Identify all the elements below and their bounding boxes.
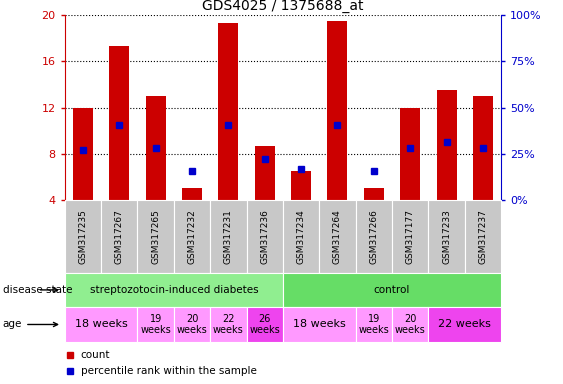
Text: 19
weeks: 19 weeks	[140, 314, 171, 335]
Text: disease state: disease state	[3, 285, 72, 295]
Text: 22
weeks: 22 weeks	[213, 314, 244, 335]
Bar	[65, 273, 283, 307]
Bar	[436, 90, 457, 200]
Text: GSM317237: GSM317237	[479, 209, 488, 263]
Bar	[328, 21, 347, 200]
Text: GSM317231: GSM317231	[224, 209, 233, 263]
Bar	[210, 200, 247, 273]
Bar	[174, 307, 210, 342]
Text: GSM317236: GSM317236	[260, 209, 269, 263]
Bar	[283, 273, 501, 307]
Bar	[254, 146, 275, 200]
Bar	[109, 46, 129, 200]
Bar	[182, 188, 202, 200]
Text: 20
weeks: 20 weeks	[395, 314, 426, 335]
Text: GSM317267: GSM317267	[115, 209, 124, 263]
Bar	[400, 108, 420, 200]
Text: 20
weeks: 20 weeks	[177, 314, 207, 335]
Text: GSM317235: GSM317235	[78, 209, 87, 263]
Bar	[247, 307, 283, 342]
Text: control: control	[374, 285, 410, 295]
Bar	[356, 200, 392, 273]
Bar	[65, 200, 101, 273]
Bar	[473, 96, 493, 200]
Bar	[392, 307, 428, 342]
Bar	[210, 307, 247, 342]
Bar	[137, 307, 174, 342]
Text: GSM317265: GSM317265	[151, 209, 160, 263]
Text: age: age	[3, 319, 57, 329]
Bar	[247, 200, 283, 273]
Text: GSM317264: GSM317264	[333, 209, 342, 263]
Bar	[283, 200, 319, 273]
Bar	[428, 200, 464, 273]
Text: GSM317177: GSM317177	[406, 209, 415, 264]
Bar	[174, 200, 210, 273]
Text: 26
weeks: 26 weeks	[249, 314, 280, 335]
Text: GSM317234: GSM317234	[297, 209, 306, 263]
Bar	[356, 307, 392, 342]
Bar	[464, 200, 501, 273]
Text: count: count	[81, 350, 110, 360]
Bar	[319, 200, 356, 273]
Bar	[218, 23, 238, 200]
Text: percentile rank within the sample: percentile rank within the sample	[81, 366, 256, 376]
Text: streptozotocin-induced diabetes: streptozotocin-induced diabetes	[90, 285, 258, 295]
Bar	[291, 171, 311, 200]
Text: GSM317232: GSM317232	[187, 209, 196, 263]
Text: 18 weeks: 18 weeks	[293, 319, 346, 329]
Bar	[146, 96, 166, 200]
Bar	[283, 307, 356, 342]
Title: GDS4025 / 1375688_at: GDS4025 / 1375688_at	[202, 0, 364, 13]
Text: 18 weeks: 18 weeks	[75, 319, 127, 329]
Text: 22 weeks: 22 weeks	[438, 319, 491, 329]
Text: GSM317266: GSM317266	[369, 209, 378, 263]
Text: 19
weeks: 19 weeks	[359, 314, 389, 335]
Bar	[73, 108, 93, 200]
Bar	[428, 307, 501, 342]
Bar	[65, 307, 137, 342]
Bar	[392, 200, 428, 273]
Bar	[101, 200, 137, 273]
Text: GSM317233: GSM317233	[442, 209, 451, 263]
Bar	[137, 200, 174, 273]
Bar	[364, 188, 384, 200]
